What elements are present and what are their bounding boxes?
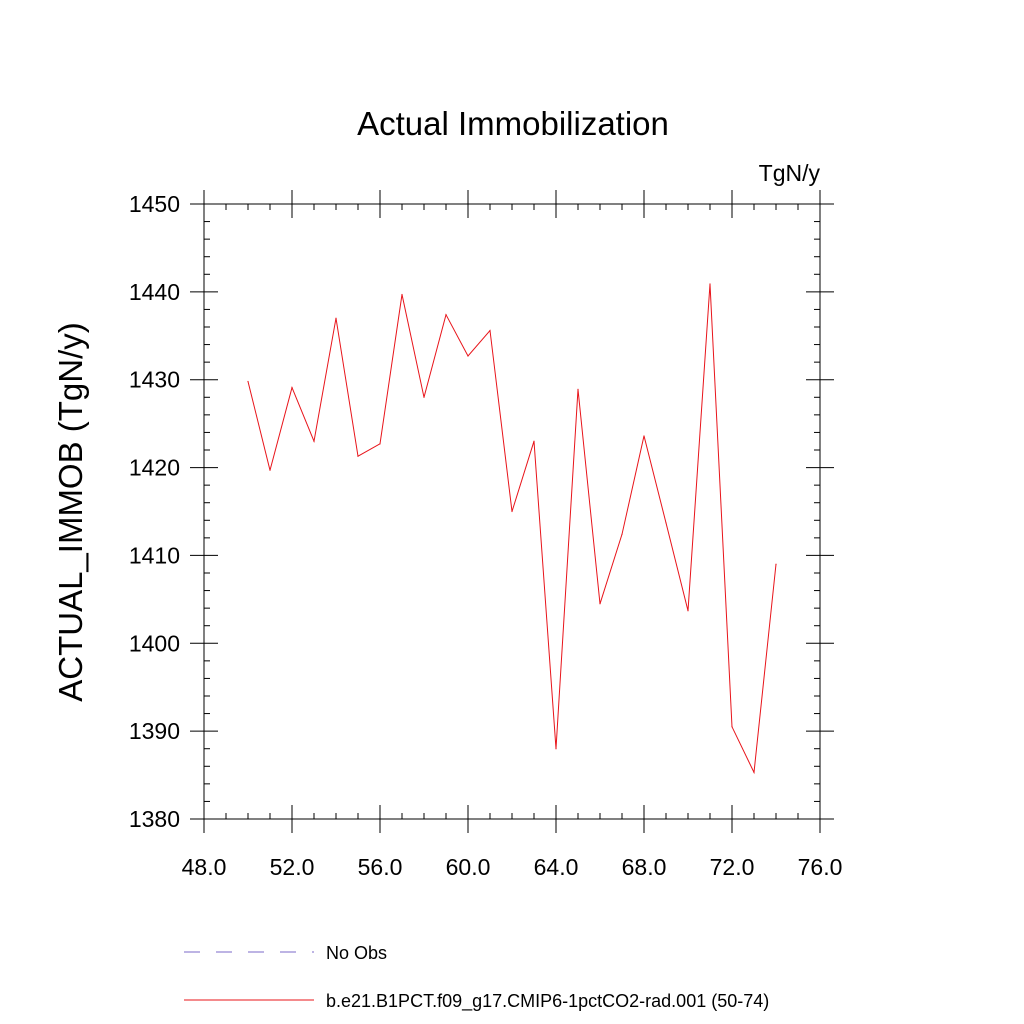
legend-label-1: b.e21.B1PCT.f09_g17.CMIP6-1pctCO2-rad.00… <box>326 991 769 1012</box>
data-point <box>313 440 315 442</box>
data-point <box>687 610 689 612</box>
x-tick-label: 60.0 <box>446 854 491 880</box>
data-point <box>291 387 293 389</box>
data-point <box>643 435 645 437</box>
x-tick-label: 64.0 <box>534 854 579 880</box>
data-point <box>753 771 755 774</box>
series-layer <box>247 283 777 775</box>
legend-label-0: No Obs <box>326 943 387 963</box>
data-point <box>621 533 623 535</box>
x-tick-label: 72.0 <box>710 854 755 880</box>
data-point <box>423 396 425 398</box>
data-point <box>665 522 667 524</box>
y-tick-label: 1450 <box>129 191 180 217</box>
data-point <box>489 329 491 332</box>
data-point <box>709 283 711 285</box>
data-point <box>247 380 249 383</box>
x-tick-label: 56.0 <box>358 854 403 880</box>
y-tick-label: 1430 <box>129 367 180 393</box>
data-point <box>577 388 579 390</box>
units-label: TgN/y <box>759 160 821 186</box>
x-tick-label: 52.0 <box>270 854 315 880</box>
data-point <box>467 355 469 357</box>
data-point <box>335 317 337 319</box>
minor-ticks <box>204 204 820 819</box>
y-tick-label: 1380 <box>129 806 180 832</box>
legend: No Obs b.e21.B1PCT.f09_g17.CMIP6-1pctCO2-… <box>184 943 769 1012</box>
data-point <box>775 563 777 565</box>
y-tick-label: 1440 <box>129 279 180 305</box>
y-axis-ticks: 1380 1390 1400 1410 1420 1430 1440 1450 <box>129 191 834 832</box>
data-point <box>445 314 447 316</box>
y-tick-label: 1410 <box>129 542 180 568</box>
y-tick-label: 1400 <box>129 630 180 656</box>
data-point <box>533 440 535 442</box>
series-line-1 <box>247 283 777 775</box>
x-tick-label: 76.0 <box>798 854 843 880</box>
data-point <box>379 443 381 445</box>
data-point <box>269 469 271 471</box>
data-point <box>555 748 557 750</box>
x-axis-ticks: 48.0 52.0 56.0 60.0 64.0 68.0 72.0 76.0 <box>182 190 843 880</box>
y-axis-label: ACTUAL_IMMOB (TgN/y) <box>52 322 89 702</box>
data-point <box>357 455 359 457</box>
x-tick-label: 48.0 <box>182 854 227 880</box>
data-point <box>511 510 513 513</box>
data-point <box>731 726 733 728</box>
y-tick-label: 1390 <box>129 718 180 744</box>
x-tick-label: 68.0 <box>622 854 667 880</box>
data-point <box>401 293 403 296</box>
y-tick-label: 1420 <box>129 455 180 481</box>
data-point <box>599 603 601 605</box>
chart-title: Actual Immobilization <box>357 105 669 142</box>
